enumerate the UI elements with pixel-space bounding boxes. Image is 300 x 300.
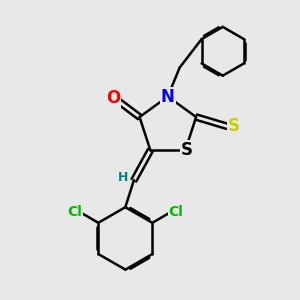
Text: S: S: [228, 117, 240, 135]
Text: S: S: [181, 141, 193, 159]
Text: Cl: Cl: [67, 206, 82, 219]
Text: O: O: [106, 89, 120, 107]
Text: Cl: Cl: [169, 206, 184, 219]
Text: N: N: [161, 88, 175, 106]
Text: H: H: [118, 171, 129, 184]
